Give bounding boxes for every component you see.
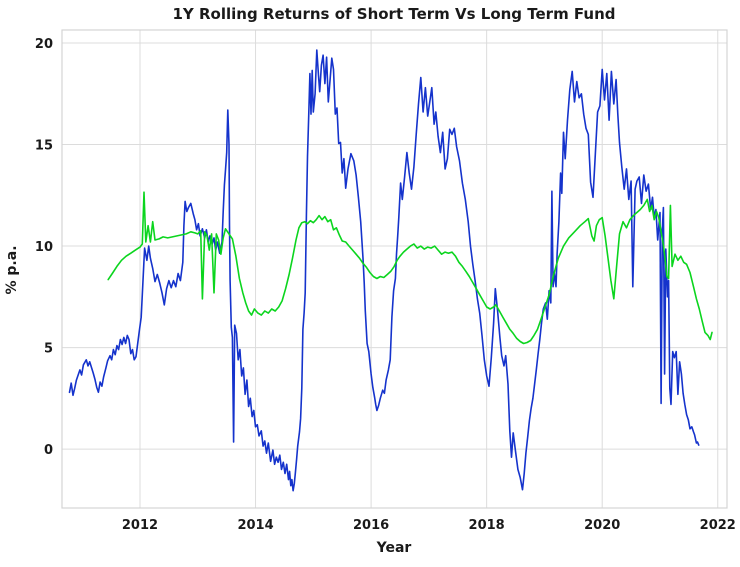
data-series	[68, 49, 713, 492]
y-tick-label: 20	[35, 37, 53, 52]
x-tick-label: 2020	[584, 518, 620, 533]
x-axis-tick-labels: 2012 2014 2016 2018 2020 2022	[122, 518, 736, 533]
y-axis-label: % p.a.	[4, 245, 20, 294]
series-line-short-term-fund	[107, 191, 713, 345]
x-tick-label: 2014	[237, 518, 273, 533]
x-axis-label: Year	[376, 540, 412, 556]
x-tick-label: 2022	[700, 518, 736, 533]
plot-area-border	[61, 29, 728, 509]
y-tick-label: 0	[44, 443, 53, 458]
y-tick-label: 10	[35, 240, 53, 255]
series-line-long-term-fund	[68, 49, 700, 492]
y-tick-label: 15	[35, 139, 53, 154]
x-tick-label: 2018	[469, 518, 505, 533]
y-tick-label: 5	[44, 342, 53, 357]
chart-title: 1Y Rolling Returns of Short Term Vs Long…	[172, 5, 615, 23]
y-axis-tick-labels: 0 5 10 15 20	[35, 37, 53, 458]
x-tick-label: 2016	[353, 518, 389, 533]
gridlines	[62, 30, 727, 508]
x-tick-label: 2012	[122, 518, 158, 533]
